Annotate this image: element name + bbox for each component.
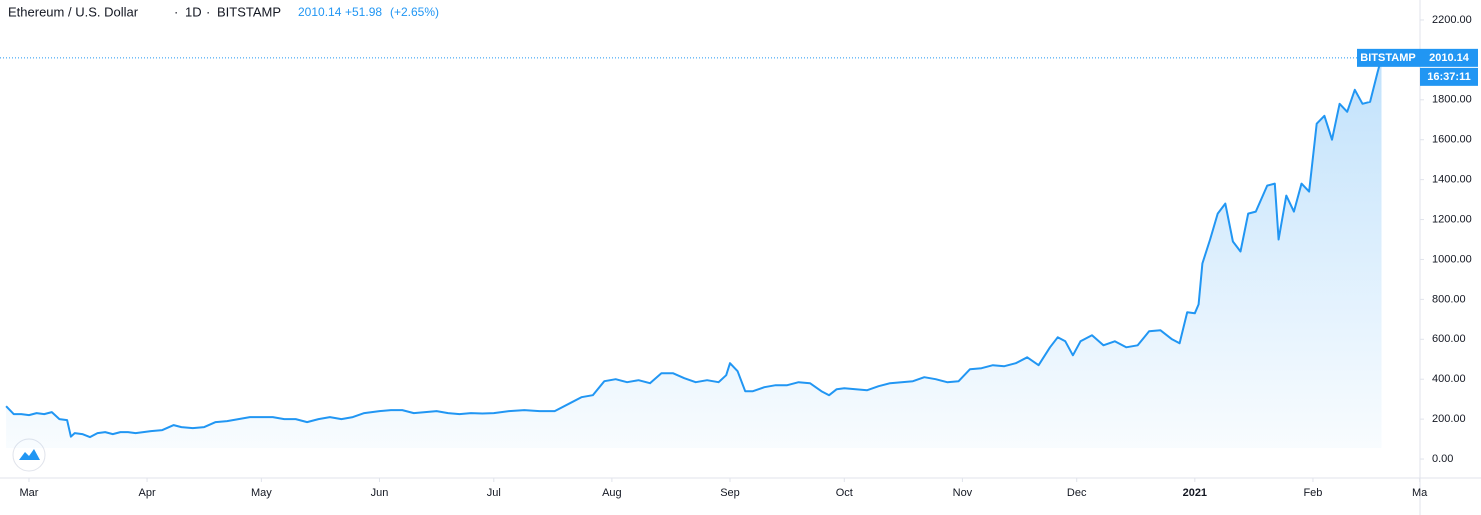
exchange-tag [1357, 48, 1420, 67]
x-tick-label: Dec [1067, 487, 1087, 499]
countdown-label: 16:37:11 [1427, 71, 1470, 83]
price-line [5, 57, 1383, 439]
price-tag-label: 2010.14 [1429, 52, 1470, 64]
y-tick-label: 1000.00 [1432, 253, 1472, 265]
price: 2010.14 [298, 5, 342, 19]
change-percent: (+2.65%) [390, 5, 439, 19]
x-tick-label: Oct [836, 487, 853, 499]
interval: 1D [185, 4, 202, 19]
y-tick-label: 1600.00 [1432, 134, 1472, 146]
x-tick-label: May [251, 487, 272, 499]
separator: · [174, 4, 178, 19]
y-tick-label: 1800.00 [1432, 94, 1472, 106]
y-tick-label: 2200.00 [1432, 14, 1472, 26]
countdown-tag [1420, 67, 1478, 86]
x-tick-label: Feb [1303, 487, 1322, 499]
y-tick-label: 1400.00 [1432, 174, 1472, 186]
y-tick-label: 0.00 [1432, 453, 1453, 465]
x-tick-label: 2021 [1183, 487, 1207, 499]
symbol: Ethereum / U.S. Dollar [8, 4, 139, 19]
area-fill [6, 57, 1382, 449]
exchange-tag-label: BITSTAMP [1360, 52, 1415, 64]
x-tick-label: Nov [953, 487, 973, 499]
separator: · [206, 4, 210, 19]
x-tick-label: Aug [602, 487, 622, 499]
x-tick-label: Jul [487, 487, 501, 499]
x-tick-label: Mar [19, 487, 38, 499]
x-tick-label: Sep [720, 487, 740, 499]
y-tick-label: 600.00 [1432, 333, 1466, 345]
x-tick-label: Jun [371, 487, 389, 499]
exchange: BITSTAMP [217, 4, 281, 19]
y-tick-label: 400.00 [1432, 373, 1466, 385]
x-tick-label: Ma [1412, 487, 1428, 499]
x-tick-label: Apr [139, 487, 156, 499]
change: +51.98 [345, 5, 382, 19]
y-tick-label: 800.00 [1432, 293, 1466, 305]
price-tag [1420, 48, 1478, 67]
y-tick-label: 1200.00 [1432, 213, 1472, 225]
y-tick-label: 200.00 [1432, 413, 1466, 425]
